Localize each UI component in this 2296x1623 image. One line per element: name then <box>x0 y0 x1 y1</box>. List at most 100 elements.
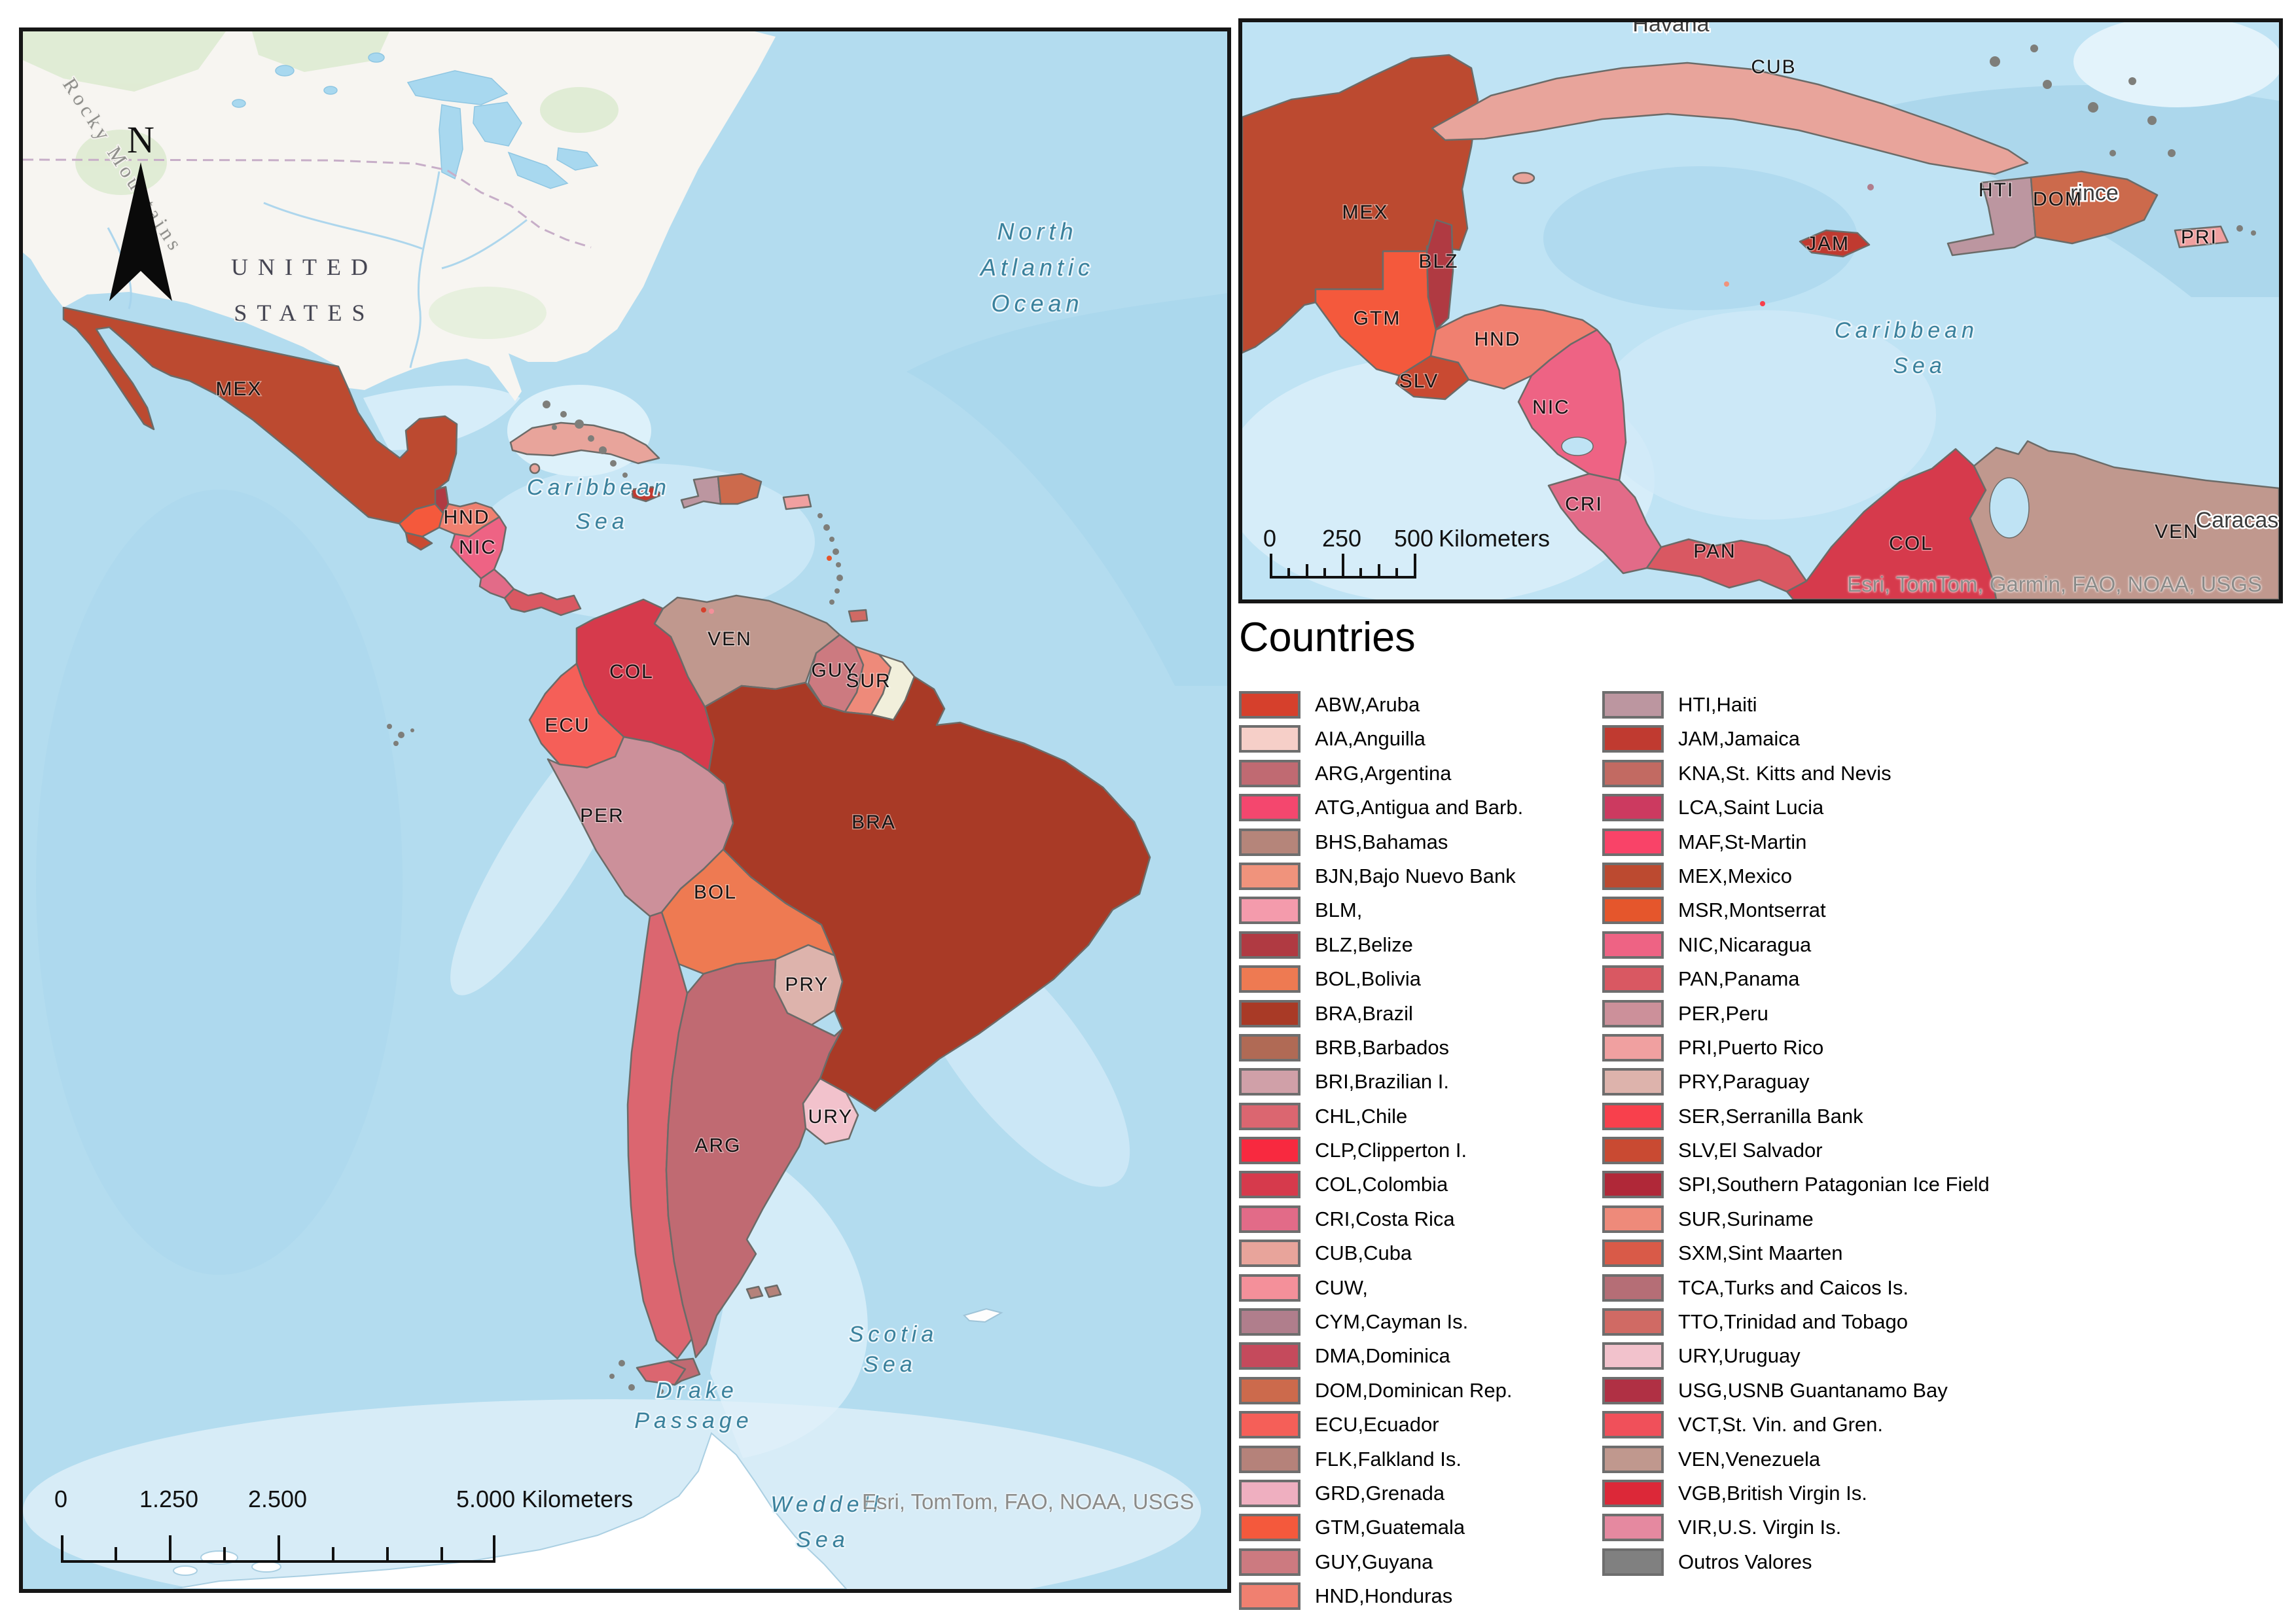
legend-item: JAM,Jamaica <box>1602 725 1990 753</box>
legend-item: SXM,Sint Maarten <box>1602 1240 1990 1268</box>
inset-labels: Havana rince Caracas Caribbean Sea CUB M… <box>1341 22 2279 563</box>
legend-item: SLV,El Salvador <box>1602 1137 1990 1165</box>
caracas-city-label: Caracas <box>2196 508 2279 533</box>
legend-item: ABW,Aruba <box>1239 691 1523 719</box>
label-ury: URY <box>808 1106 853 1128</box>
legend-item-label: BRA,Brazil <box>1315 1001 1413 1025</box>
inset-label-hnd: HND <box>1475 329 1521 350</box>
legend-swatch <box>1602 1205 1664 1233</box>
legend-swatch <box>1602 794 1664 822</box>
legend-item: GTM,Guatemala <box>1239 1514 1523 1542</box>
basemap-north-america <box>23 31 776 401</box>
legend-item-label: URY,Uruguay <box>1678 1344 1801 1368</box>
united-states-label-2: STATES <box>234 300 374 326</box>
label-arg: ARG <box>694 1135 741 1156</box>
legend-swatch <box>1602 1308 1664 1336</box>
main-map-canvas: Rocky Mountains UNITED STATES North Atla… <box>23 31 1227 1589</box>
inset-isla-juventud <box>1512 171 1535 185</box>
legend-item-label: CYM,Cayman Is. <box>1315 1310 1469 1334</box>
label-ecu: ECU <box>545 715 590 736</box>
tierra-del-fuego-arg <box>667 1357 701 1386</box>
legend-item: BOL,Bolivia <box>1239 965 1523 993</box>
prince-city-label: rince <box>2070 181 2119 205</box>
north-arrow: N <box>109 118 172 301</box>
legend-item-label: CUB,Cuba <box>1315 1241 1412 1265</box>
label-hnd: HND <box>444 507 490 528</box>
legend-item: BRB,Barbados <box>1239 1033 1523 1061</box>
legend-swatch <box>1602 1342 1664 1370</box>
south-georgia <box>963 1308 1003 1323</box>
legend-swatch <box>1239 897 1300 925</box>
legend-item: BRA,Brazil <box>1239 999 1523 1027</box>
legend-item: ECU,Ecuador <box>1239 1411 1523 1439</box>
legend-item: CUB,Cuba <box>1239 1240 1523 1268</box>
legend-item-label: SPI,Southern Patagonian Ice Field <box>1678 1173 1990 1196</box>
islet-specks <box>387 401 843 1394</box>
legend-item: CUW, <box>1239 1274 1523 1302</box>
legend-item-label: ATG,Antigua and Barb. <box>1315 796 1524 819</box>
legend-swatch <box>1239 1582 1300 1611</box>
legend-swatch <box>1239 1376 1300 1404</box>
legend-item: CLP,Clipperton I. <box>1239 1137 1523 1165</box>
legend-item: FLK,Falkland Is. <box>1239 1445 1523 1473</box>
legend-swatch <box>1239 1411 1300 1439</box>
weddell-sea-label-2: Sea <box>796 1527 850 1552</box>
inset-dominican-rep <box>2030 170 2159 245</box>
legend-item: LCA,Saint Lucia <box>1602 794 1990 822</box>
legend-item-label: ARG,Argentina <box>1315 761 1452 785</box>
label-col: COL <box>609 661 654 683</box>
legend-item: ATG,Antigua and Barb. <box>1239 794 1524 822</box>
country-panama <box>503 588 582 616</box>
inset-map-canvas: Havana rince Caracas Caribbean Sea CUB M… <box>1242 22 2279 599</box>
legend-swatch <box>1602 691 1664 719</box>
caribbean-sea-label-2: Sea <box>575 509 629 534</box>
legend-swatch <box>1602 1411 1664 1439</box>
country-trinidad <box>848 609 869 623</box>
legend-swatch <box>1602 1274 1664 1302</box>
legend-item: ARG,Argentina <box>1239 759 1523 787</box>
legend-swatch <box>1239 1033 1300 1061</box>
legend-item-label: GUY,Guyana <box>1315 1550 1433 1573</box>
legend-item: DOM,Dominican Rep. <box>1239 1376 1523 1404</box>
great-lakes <box>232 52 599 189</box>
country-dominican-rep <box>717 473 762 505</box>
legend-item-label: MSR,Montserrat <box>1678 899 1826 922</box>
legend-swatch <box>1602 897 1664 925</box>
legend-item-label: SLV,El Salvador <box>1678 1139 1823 1162</box>
legend-swatch <box>1602 1548 1664 1576</box>
main-map-panel: Rocky Mountains UNITED STATES North Atla… <box>19 27 1231 1593</box>
legend-item: HTI,Haiti <box>1602 691 1990 719</box>
legend-item-label: DMA,Dominica <box>1315 1344 1450 1368</box>
legend-item-label: CRI,Costa Rica <box>1315 1207 1455 1230</box>
inset-label-hti: HTI <box>1979 179 2014 201</box>
legend-item-label: BLM, <box>1315 899 1363 922</box>
legend-item-label: JAM,Jamaica <box>1678 727 1801 751</box>
legend-item-label: GRD,Grenada <box>1315 1481 1445 1505</box>
legend-swatch <box>1239 691 1300 719</box>
legend-swatch <box>1602 1068 1664 1096</box>
inset-label-pri: PRI <box>2181 226 2217 248</box>
legend-swatch <box>1239 1068 1300 1096</box>
legend-item: GUY,Guyana <box>1239 1548 1523 1576</box>
legend-item: HND,Honduras <box>1239 1582 1523 1611</box>
inset-venezuela <box>1969 440 2279 599</box>
legend-item: GRD,Grenada <box>1239 1479 1523 1507</box>
legend-swatch <box>1602 1171 1664 1199</box>
legend-item-label: PER,Peru <box>1678 1001 1768 1025</box>
legend-item-label: VEN,Venezuela <box>1678 1447 1821 1471</box>
inset-label-cub: CUB <box>1751 56 1796 78</box>
legend-swatch <box>1602 1240 1664 1268</box>
legend-title: Countries <box>1239 615 1416 660</box>
legend-item: MEX,Mexico <box>1602 862 1990 890</box>
inset-caribbean-label-2: Sea <box>1893 353 1946 378</box>
lake-maracaibo <box>1989 477 2030 539</box>
legend-item-label: DOM,Dominican Rep. <box>1315 1378 1513 1402</box>
drake-passage-label-1: Drake <box>656 1378 738 1403</box>
label-ven: VEN <box>708 628 752 650</box>
legend-item-label: GTM,Guatemala <box>1315 1516 1465 1539</box>
north-arrow-n-label: N <box>127 118 154 161</box>
inset-label-blz: BLZ <box>1418 251 1458 272</box>
label-bol: BOL <box>694 882 737 903</box>
legend-item: COL,Colombia <box>1239 1171 1523 1199</box>
country-nicaragua <box>450 516 507 580</box>
